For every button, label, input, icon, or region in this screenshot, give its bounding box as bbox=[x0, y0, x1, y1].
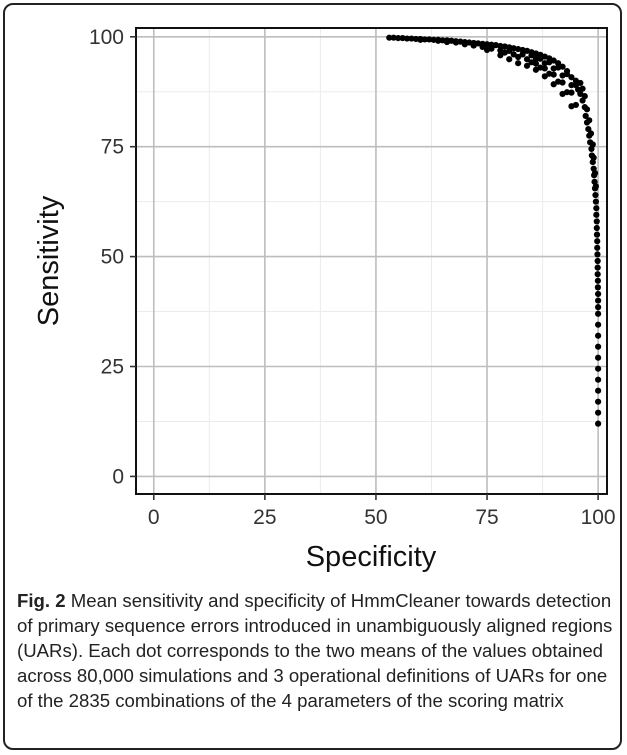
data-point bbox=[595, 409, 602, 416]
x-axis-title: Specificity bbox=[306, 541, 437, 573]
data-point bbox=[593, 205, 600, 212]
y-tick-label: 25 bbox=[101, 356, 124, 379]
data-point bbox=[592, 191, 599, 199]
data-point bbox=[594, 277, 601, 284]
data-point bbox=[452, 39, 460, 46]
data-point bbox=[435, 37, 442, 44]
data-point bbox=[595, 310, 602, 317]
data-point bbox=[594, 284, 601, 291]
x-tick-label: 50 bbox=[364, 506, 387, 529]
data-point bbox=[595, 398, 602, 405]
data-point bbox=[532, 55, 540, 62]
data-point bbox=[593, 231, 601, 238]
data-point bbox=[515, 53, 522, 61]
data-point bbox=[595, 365, 602, 372]
data-point bbox=[528, 59, 535, 66]
data-point bbox=[583, 106, 591, 113]
data-point bbox=[541, 73, 548, 80]
data-point bbox=[593, 211, 600, 218]
data-point bbox=[594, 257, 601, 265]
data-point bbox=[595, 332, 602, 339]
y-axis-title: Sensitivity bbox=[33, 195, 65, 326]
data-point bbox=[443, 38, 451, 46]
x-tick-label: 0 bbox=[148, 506, 160, 529]
data-point bbox=[559, 90, 566, 98]
data-point bbox=[555, 60, 562, 67]
x-tick-label: 100 bbox=[581, 506, 616, 529]
data-point bbox=[595, 321, 602, 328]
data-point bbox=[497, 52, 504, 59]
data-point bbox=[589, 141, 596, 148]
data-point bbox=[591, 169, 599, 177]
data-point bbox=[595, 304, 602, 311]
data-point bbox=[579, 85, 586, 92]
data-point bbox=[537, 55, 544, 62]
data-point bbox=[595, 354, 602, 361]
data-point bbox=[563, 71, 571, 78]
data-point bbox=[594, 244, 601, 251]
data-point bbox=[386, 34, 393, 41]
data-point bbox=[594, 251, 601, 258]
data-point bbox=[550, 81, 557, 88]
data-point bbox=[568, 82, 575, 89]
data-point bbox=[568, 103, 575, 110]
data-point bbox=[470, 42, 477, 49]
y-tick-label: 75 bbox=[101, 136, 124, 159]
data-point bbox=[417, 36, 424, 43]
data-point bbox=[593, 224, 600, 232]
minor-gridlines bbox=[136, 28, 607, 494]
data-point bbox=[593, 218, 600, 225]
data-point bbox=[523, 62, 531, 69]
x-tick-label: 75 bbox=[475, 506, 498, 529]
data-point bbox=[595, 297, 602, 304]
figure-label: Fig. 2 bbox=[17, 590, 66, 611]
plot-border bbox=[135, 27, 608, 495]
data-point bbox=[395, 35, 402, 42]
y-tick-label: 0 bbox=[112, 465, 124, 488]
data-point bbox=[403, 35, 411, 42]
data-point bbox=[594, 264, 601, 271]
data-point bbox=[568, 74, 575, 81]
y-axis-ticks: 0 25 50 75 100 bbox=[89, 26, 136, 488]
data-point bbox=[594, 238, 601, 245]
figure-frame bbox=[3, 3, 622, 750]
data-point bbox=[461, 41, 468, 48]
data-point bbox=[595, 290, 602, 298]
figure-caption: Fig. 2 Mean sensitivity and specificity … bbox=[17, 588, 613, 713]
y-tick-label: 50 bbox=[101, 246, 124, 269]
x-tick-label: 25 bbox=[253, 506, 276, 529]
data-point bbox=[581, 93, 588, 100]
x-axis-ticks: 0 25 50 75 100 bbox=[148, 494, 616, 529]
data-point bbox=[506, 56, 513, 63]
data-point bbox=[594, 271, 601, 278]
data-point bbox=[577, 79, 584, 87]
data-point bbox=[479, 43, 486, 51]
data-point bbox=[592, 183, 599, 190]
data-point bbox=[515, 60, 522, 67]
data-point bbox=[483, 46, 491, 54]
data-point bbox=[532, 66, 540, 73]
data-point bbox=[586, 117, 593, 124]
data-point bbox=[582, 112, 589, 120]
data-point bbox=[592, 198, 599, 205]
data-point bbox=[546, 59, 553, 66]
data-point bbox=[595, 343, 602, 350]
data-points bbox=[386, 34, 602, 427]
data-point bbox=[555, 64, 562, 71]
data-point bbox=[587, 130, 595, 137]
data-point bbox=[523, 56, 531, 63]
data-point bbox=[595, 387, 602, 394]
caption-text: Mean sensitivity and specificity of HmmC… bbox=[17, 590, 613, 711]
plot-panel bbox=[136, 28, 607, 494]
data-point bbox=[528, 52, 535, 59]
data-point bbox=[595, 376, 602, 383]
y-tick-label: 100 bbox=[89, 26, 124, 49]
data-point bbox=[595, 420, 602, 427]
data-point bbox=[590, 154, 597, 161]
scatter-chart: 0 25 50 75 100 0 25 50 75 100 Specificity Sensit… bbox=[33, 26, 616, 573]
